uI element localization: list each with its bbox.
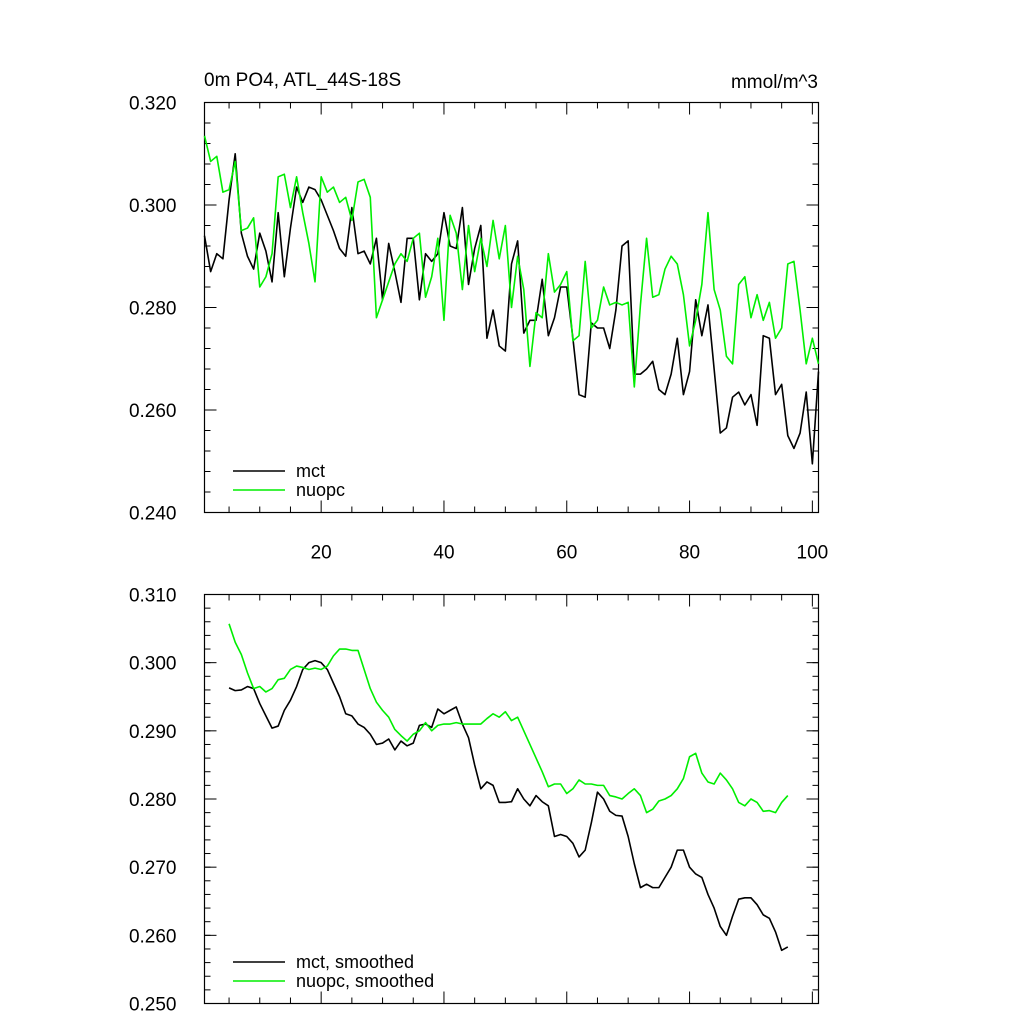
legend-label-mct-smoothed: mct, smoothed	[296, 952, 414, 972]
bottom-axis-ticks: 0.250 0.260 0.270 0.280 0.290 0.300 0.310	[129, 586, 819, 1016]
bottom-plot-frame	[203, 593, 820, 1005]
y-tick-label: 0.250	[129, 995, 177, 1016]
top-panel: 0m PO4, ATL_44S-18S mmol/m^3 0.2400.2600…	[129, 70, 828, 564]
legend-label-mct: mct	[296, 461, 325, 481]
bottom-panel: 0.250 0.260 0.270 0.280 0.290 0.300 0.310 mct,…	[129, 586, 820, 1016]
y-tick-label: 0.270	[129, 858, 177, 879]
top-series-lines	[203, 135, 820, 465]
top-axis-ticks: 0.240 0.260 0.280 0.300 0.320 20 40 60 80 100	[129, 94, 828, 564]
series-line-nuopc-smoothed	[228, 623, 789, 814]
x-tick-label: 100	[797, 543, 829, 564]
y-tick-label: 0.290	[129, 722, 177, 743]
y-tick-label: 0.300	[129, 654, 177, 675]
x-tick-label: 40	[433, 543, 454, 564]
legend-label-nuopc: nuopc	[296, 480, 345, 500]
y-tick-label: 0.310	[129, 586, 177, 607]
y-tick-label: 0.280	[129, 299, 177, 320]
series-line-mct	[203, 152, 820, 465]
y-tick-label: 0.320	[129, 94, 177, 115]
y-tick-label: 0.260	[129, 401, 177, 422]
y-tick-label: 0.280	[129, 790, 177, 811]
y-tick-label: 0.260	[129, 926, 177, 947]
series-line-mct-smoothed	[228, 659, 789, 952]
bottom-series-lines	[228, 623, 789, 952]
legend-label-nuopc-smoothed: nuopc, smoothed	[296, 971, 434, 991]
series-line-nuopc	[203, 135, 820, 388]
chart-title: 0m PO4, ATL_44S-18S	[204, 70, 401, 91]
top-legend: mct nuopc	[233, 461, 345, 500]
x-tick-label: 20	[311, 543, 332, 564]
bottom-legend: mct, smoothed nuopc, smoothed	[233, 952, 434, 991]
units-label: mmol/m^3	[731, 72, 818, 93]
x-tick-label: 60	[556, 543, 577, 564]
y-tick-label: 0.240	[129, 504, 177, 525]
x-tick-label: 80	[679, 543, 700, 564]
y-tick-label: 0.300	[129, 196, 177, 217]
